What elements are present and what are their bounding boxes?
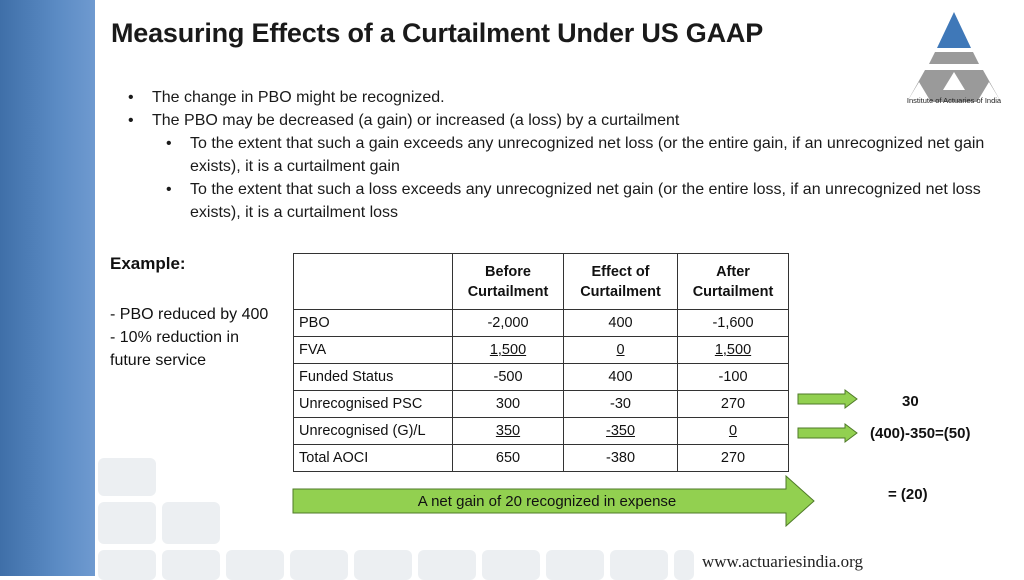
cell-value: -500 xyxy=(452,363,564,391)
cell-value: 1,500 xyxy=(489,342,527,358)
row-label: FVA xyxy=(293,336,453,364)
cell-value: 270 xyxy=(677,390,789,418)
header-cell xyxy=(293,253,453,310)
cell-value: 300 xyxy=(452,390,564,418)
sub-bullet-item: To the extent that such a loss exceeds a… xyxy=(166,178,1008,224)
bullet-item: The change in PBO might be recognized. xyxy=(128,86,1008,109)
header-cell: After Curtailment xyxy=(677,253,789,310)
cell-value: 0 xyxy=(728,423,738,439)
table-row: FVA 1,500 0 1,500 xyxy=(293,336,789,364)
page-title: Measuring Effects of a Curtailment Under… xyxy=(111,18,764,48)
example-notes: - PBO reduced by 400 - 10% reduction in … xyxy=(110,303,280,372)
cell-value: 400 xyxy=(563,363,678,391)
net-note: = (20) xyxy=(888,486,928,503)
row-label: Total AOCI xyxy=(293,444,453,472)
header-cell: Before Curtailment xyxy=(452,253,564,310)
curtailment-table: Before Curtailment Effect of Curtailment… xyxy=(293,253,789,472)
cell-value: 400 xyxy=(563,309,678,337)
cell-value: 1,500 xyxy=(714,342,752,358)
psc-note: 30 xyxy=(902,393,919,410)
sub-bullet-item: To the extent that such a gain exceeds a… xyxy=(166,132,1008,178)
arrow-right-icon xyxy=(797,423,858,443)
header-cell: Effect of Curtailment xyxy=(563,253,678,310)
bg-tile xyxy=(98,458,156,496)
sidebar-band xyxy=(0,0,95,576)
example-note: - 10% reduction in future service xyxy=(110,329,239,369)
cell-value: -1,600 xyxy=(677,309,789,337)
bullet-list: The change in PBO might be recognized. T… xyxy=(128,86,1008,224)
row-label: Funded Status xyxy=(293,363,453,391)
net-gain-banner: A net gain of 20 recognized in expense xyxy=(417,493,677,510)
bullet-item: The PBO may be decreased (a gain) or inc… xyxy=(128,109,1008,132)
bg-tile xyxy=(98,502,156,544)
cell-value: -380 xyxy=(563,444,678,472)
cell-value: 0 xyxy=(616,342,625,358)
cell-value: 650 xyxy=(452,444,564,472)
net-gain-arrow-icon xyxy=(292,475,815,527)
cell-value: -100 xyxy=(677,363,789,391)
table-header-row: Before Curtailment Effect of Curtailment… xyxy=(293,253,789,310)
table-row: Funded Status -500 400 -100 xyxy=(293,363,789,391)
cell-value: -30 xyxy=(563,390,678,418)
row-label: PBO xyxy=(293,309,453,337)
example-note: - PBO reduced by 400 xyxy=(110,306,269,323)
cell-value: -2,000 xyxy=(452,309,564,337)
footer-url: www.actuariesindia.org xyxy=(702,552,863,571)
cell-value: 270 xyxy=(677,444,789,472)
row-label: Unrecognised PSC xyxy=(293,390,453,418)
table-row: PBO -2,000 400 -1,600 xyxy=(293,309,789,337)
arrow-right-icon xyxy=(797,389,858,409)
table-row: Total AOCI 650 -380 270 xyxy=(293,444,789,472)
table-row: Unrecognised PSC 300 -30 270 xyxy=(293,390,789,418)
bg-tile xyxy=(162,502,220,544)
cell-value: 350 xyxy=(495,423,521,439)
example-label: Example: xyxy=(110,254,186,273)
gl-note: (400)-350=(50) xyxy=(870,425,971,442)
cell-value: -350 xyxy=(605,423,636,439)
table-row: Unrecognised (G)/L 350 -350 0 xyxy=(293,417,789,445)
row-label: Unrecognised (G)/L xyxy=(293,417,453,445)
